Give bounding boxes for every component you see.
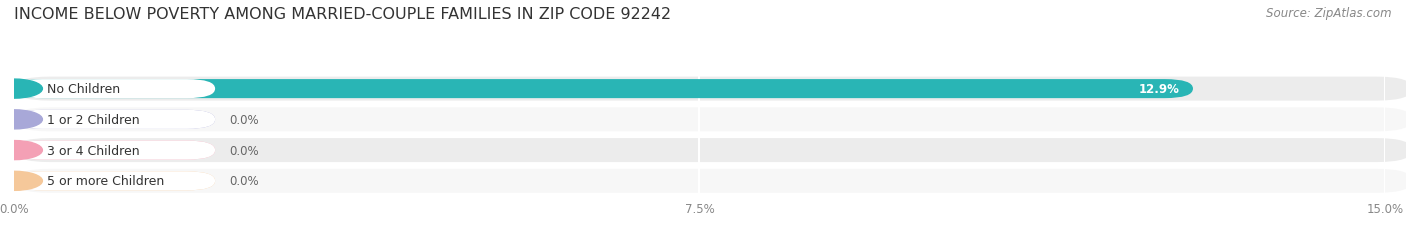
FancyBboxPatch shape xyxy=(14,110,215,129)
FancyBboxPatch shape xyxy=(14,77,1406,101)
Text: 1 or 2 Children: 1 or 2 Children xyxy=(46,113,139,126)
FancyBboxPatch shape xyxy=(14,80,1194,99)
Text: No Children: No Children xyxy=(46,83,120,96)
Text: 0.0%: 0.0% xyxy=(229,144,259,157)
Circle shape xyxy=(0,80,42,99)
FancyBboxPatch shape xyxy=(14,141,215,160)
FancyBboxPatch shape xyxy=(14,139,1406,162)
Text: 5 or more Children: 5 or more Children xyxy=(46,175,165,188)
FancyBboxPatch shape xyxy=(14,110,215,129)
Text: INCOME BELOW POVERTY AMONG MARRIED-COUPLE FAMILIES IN ZIP CODE 92242: INCOME BELOW POVERTY AMONG MARRIED-COUPL… xyxy=(14,7,671,22)
Text: 12.9%: 12.9% xyxy=(1139,83,1180,96)
Text: Source: ZipAtlas.com: Source: ZipAtlas.com xyxy=(1267,7,1392,20)
FancyBboxPatch shape xyxy=(14,172,215,191)
Text: 0.0%: 0.0% xyxy=(229,113,259,126)
Text: 0.0%: 0.0% xyxy=(229,175,259,188)
FancyBboxPatch shape xyxy=(14,80,215,99)
FancyBboxPatch shape xyxy=(14,169,1406,193)
Text: 3 or 4 Children: 3 or 4 Children xyxy=(46,144,139,157)
Circle shape xyxy=(0,110,42,129)
FancyBboxPatch shape xyxy=(14,172,215,191)
FancyBboxPatch shape xyxy=(14,141,215,160)
Circle shape xyxy=(0,141,42,160)
Circle shape xyxy=(0,172,42,191)
FancyBboxPatch shape xyxy=(14,108,1406,132)
